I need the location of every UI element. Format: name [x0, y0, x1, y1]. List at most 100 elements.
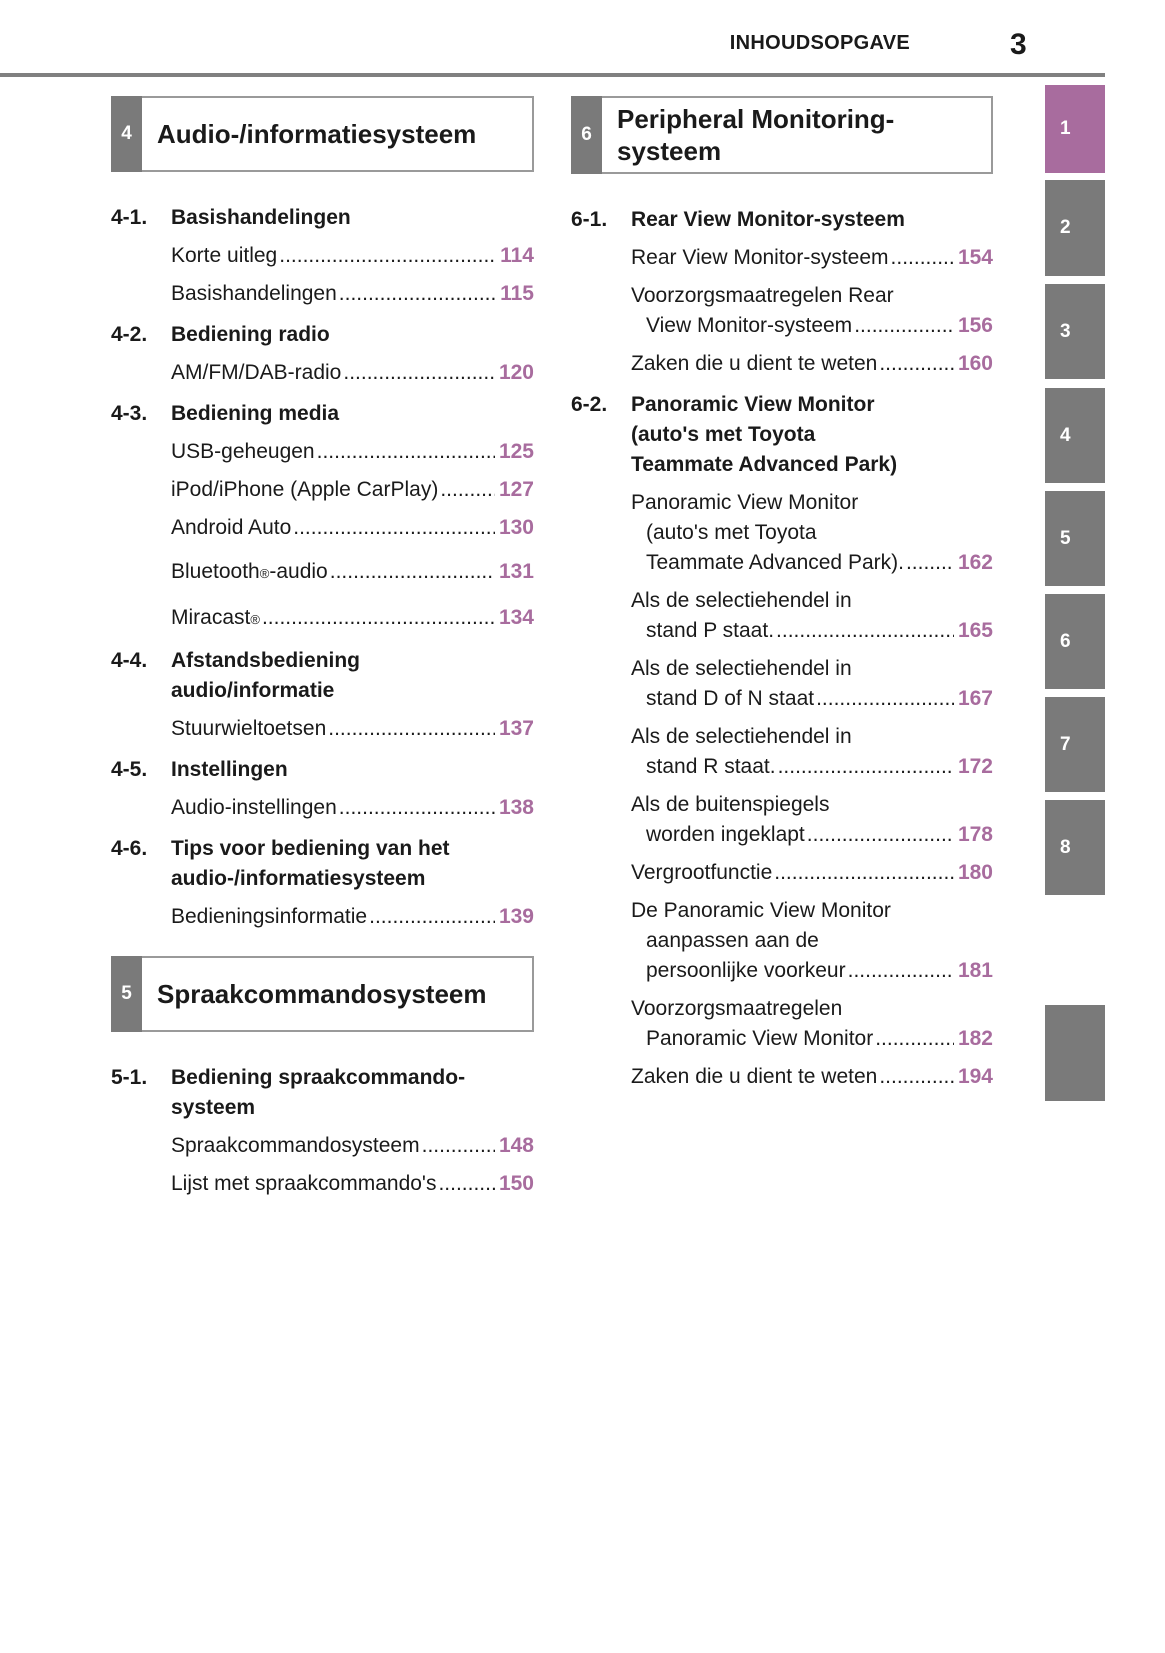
tab-label: 2: [1060, 217, 1071, 238]
toc-entry[interactable]: iPod/iPhone (Apple CarPlay) 127: [111, 471, 534, 509]
toc-entry[interactable]: Als de selectiehendel in stand R staat. 17…: [571, 718, 993, 786]
toc-entry[interactable]: Korte uitleg 114: [111, 237, 534, 275]
entry-text: aanpassen aan de: [646, 929, 819, 952]
page-link[interactable]: 178: [957, 823, 993, 846]
section-heading[interactable]: 4-1. Basishandelingen: [111, 199, 534, 237]
toc-entry[interactable]: Audio-instellingen 138: [111, 789, 534, 827]
tab-label: 4: [1060, 424, 1071, 446]
toc-entry[interactable]: Als de selectiehendel in stand D of N sta…: [571, 650, 993, 718]
page-link[interactable]: 160: [957, 352, 993, 375]
toc-entry[interactable]: Android Auto 130: [111, 509, 534, 547]
toc-entry[interactable]: Voorzorgsmaatregelen Panoramic View Monit…: [571, 990, 993, 1058]
entry-line: Voorzorgsmaatregelen Rear: [631, 281, 993, 311]
section-heading[interactable]: 6-1. Rear View Monitor-systeem: [571, 201, 993, 239]
section-heading[interactable]: 4-4. Afstandsbediening audio/informatie: [111, 642, 534, 710]
toc-entry[interactable]: Spraakcommandosysteem 148: [111, 1127, 534, 1165]
toc-entry[interactable]: De Panoramic View Monitor aanpassen aan d…: [571, 892, 993, 990]
page-link[interactable]: 134: [498, 606, 534, 629]
page-link[interactable]: 131: [498, 560, 534, 583]
chapter-tab-6[interactable]: 6: [1045, 594, 1105, 689]
section-heading[interactable]: 4-5. Instellingen: [111, 751, 534, 789]
page-link[interactable]: 138: [498, 796, 534, 819]
tab-label: 1: [1060, 118, 1071, 139]
entry-line: Korte uitleg 114: [171, 241, 534, 271]
page-link[interactable]: 162: [957, 551, 993, 574]
section-heading[interactable]: 5-1. Bediening spraakcommando-systeem: [111, 1059, 534, 1127]
chapter-tab-3[interactable]: 3: [1045, 284, 1105, 379]
page-link[interactable]: 181: [957, 959, 993, 982]
entry-line: USB-geheugen 125: [171, 437, 534, 467]
page-link[interactable]: 148: [498, 1134, 534, 1157]
toc-entry[interactable]: Bedieningsinformatie 139: [111, 898, 534, 936]
page-link[interactable]: 115: [500, 282, 534, 305]
toc-entry[interactable]: Bluetooth®-audio 131: [111, 547, 534, 593]
toc-entry[interactable]: Zaken die u dient te weten 160: [571, 345, 993, 383]
chapter-title: Peripheral Monitoring-systeem: [617, 103, 894, 167]
chapter-tab-2[interactable]: 2: [1045, 180, 1105, 276]
section-heading[interactable]: 4-6. Tips voor bediening van het audio-/in…: [111, 830, 534, 898]
toc-entry[interactable]: Stuurwieltoetsen 137: [111, 710, 534, 748]
toc-entry[interactable]: Miracast® 134: [111, 593, 534, 639]
entry-line: AM/FM/DAB-radio 120: [171, 358, 534, 388]
entry-line: Audio-instellingen 138: [171, 793, 534, 823]
dot-leader: [774, 858, 954, 888]
entry-line: Panoramic View Monitor: [631, 488, 993, 518]
toc-entry[interactable]: USB-geheugen 125: [111, 433, 534, 471]
entry-text: Zaken die u dient te weten: [631, 352, 878, 375]
chapter-tab-5[interactable]: 5: [1045, 491, 1105, 586]
section-title-line: Teammate Advanced Park): [631, 453, 898, 476]
page-link[interactable]: 172: [957, 755, 993, 778]
page-link[interactable]: 194: [957, 1065, 993, 1088]
toc-entry[interactable]: Panoramic View Monitor (auto's met Toyota…: [571, 484, 993, 582]
entry-line: Teammate Advanced Park). 162: [631, 548, 993, 578]
toc-entry[interactable]: Als de selectiehendel in stand P staat. 16…: [571, 582, 993, 650]
section-title: Bediening media: [171, 399, 339, 429]
running-header-title: INHOUDSOPGAVE: [729, 32, 910, 54]
entry-line: Als de selectiehendel in: [631, 654, 993, 684]
section-number: 4-2.: [111, 323, 148, 346]
page-link[interactable]: 127: [498, 478, 534, 501]
chapter-tab-7[interactable]: 7: [1045, 697, 1105, 792]
toc-entry[interactable]: Rear View Monitor-systeem 154: [571, 239, 993, 277]
page-link[interactable]: 182: [957, 1027, 993, 1050]
page-link[interactable]: 137: [498, 717, 534, 740]
page-link[interactable]: 167: [957, 687, 993, 710]
section-heading[interactable]: 6-2. Panoramic View Monitor (auto's met To…: [571, 386, 993, 484]
chapter-tab-1[interactable]: 1: [1045, 85, 1105, 173]
page-link[interactable]: 156: [957, 314, 993, 337]
page-link[interactable]: 130: [498, 516, 534, 539]
tab-label: 7: [1060, 733, 1071, 755]
toc-entry[interactable]: Basishandelingen 115: [111, 275, 534, 313]
toc-entry[interactable]: AM/FM/DAB-radio 120: [111, 354, 534, 392]
toc-entry[interactable]: Zaken die u dient te weten 194: [571, 1058, 993, 1096]
entry-line: Bedieningsinformatie 139: [171, 902, 534, 932]
page-link[interactable]: 154: [957, 246, 993, 269]
section-heading[interactable]: 4-3. Bediening media: [111, 395, 534, 433]
page-link[interactable]: 114: [500, 244, 534, 267]
toc-entry[interactable]: Als de buitenspiegels worden ingeklapt 178: [571, 786, 993, 854]
dot-leader: [369, 902, 495, 932]
page-link[interactable]: 125: [498, 440, 534, 463]
page-link[interactable]: 165: [957, 619, 993, 642]
page-link[interactable]: 120: [498, 361, 534, 384]
toc-entry[interactable]: Lijst met spraakcommando's 150: [111, 1165, 534, 1203]
entry-text: Rear View Monitor-systeem: [631, 246, 889, 269]
spacer: [111, 1032, 534, 1056]
section-title: Instellingen: [171, 755, 288, 785]
spacer: [571, 174, 993, 198]
chapter-tab-8[interactable]: 8: [1045, 800, 1105, 895]
page-link[interactable]: 180: [957, 861, 993, 884]
chapter-tab-index[interactable]: [1045, 1005, 1105, 1101]
entry-line: Panoramic View Monitor 182: [631, 1024, 993, 1054]
chapter-header: 5 Spraakcommandosysteem: [111, 956, 534, 1032]
dot-leader: [776, 616, 954, 646]
toc-entry[interactable]: Vergrootfunctie 180: [571, 854, 993, 892]
page-link[interactable]: 150: [498, 1172, 534, 1195]
page-link[interactable]: 139: [498, 905, 534, 928]
chapter-tab-4[interactable]: 4: [1045, 388, 1105, 483]
section-heading[interactable]: 4-2. Bediening radio: [111, 316, 534, 354]
toc-entry[interactable]: Voorzorgsmaatregelen Rear View Monitor-sy…: [571, 277, 993, 345]
chapter-number: 6: [571, 96, 602, 174]
entry-line: aanpassen aan de: [631, 926, 993, 956]
entry-text: AM/FM/DAB-radio: [171, 361, 342, 384]
